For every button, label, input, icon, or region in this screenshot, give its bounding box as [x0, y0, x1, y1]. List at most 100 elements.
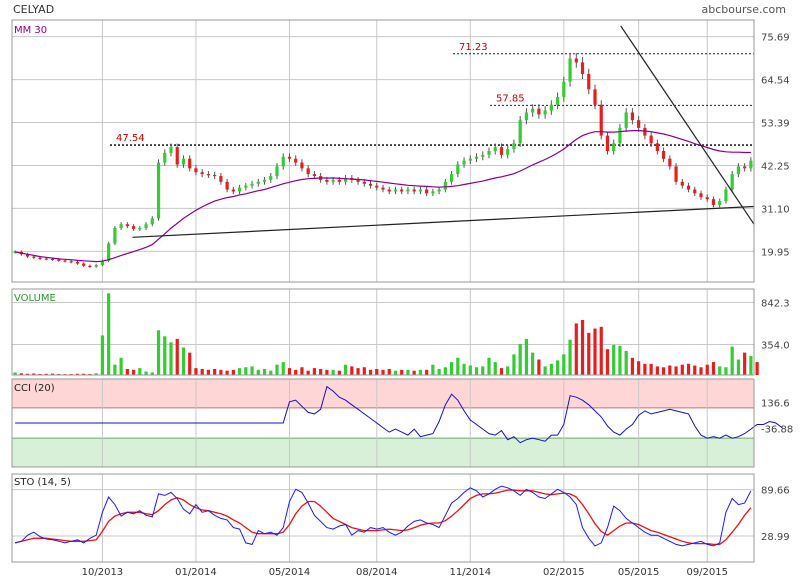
- price-tick-label: 64.54: [761, 76, 790, 87]
- candle-body: [88, 265, 92, 268]
- candle-body: [13, 251, 17, 254]
- candle-body: [468, 158, 472, 161]
- ticker-label: CELYAD: [13, 3, 54, 16]
- volume-bar: [337, 370, 341, 375]
- candle-body: [400, 189, 404, 192]
- candle-body: [724, 189, 728, 202]
- candle-body: [375, 185, 379, 188]
- candle-body: [125, 224, 129, 227]
- volume-bar: [50, 373, 55, 375]
- candle-body: [580, 62, 585, 74]
- candle-body: [231, 189, 235, 192]
- volume-bar: [350, 366, 354, 375]
- candle-body: [493, 147, 497, 151]
- candle-body: [393, 189, 398, 192]
- x-axis-label: 09/2015: [686, 567, 728, 578]
- x-axis-label: 08/2014: [356, 567, 398, 578]
- volume-bar: [499, 368, 504, 375]
- candle-body: [711, 199, 716, 205]
- volume-bar: [150, 372, 154, 375]
- candle-body: [100, 260, 105, 266]
- candle-body: [163, 152, 167, 163]
- volume-bar: [400, 369, 404, 375]
- volume-bar: [82, 373, 86, 375]
- volume-bar: [693, 365, 697, 375]
- candle-body: [418, 189, 423, 192]
- volume-bar: [13, 372, 17, 375]
- candle-body: [730, 174, 734, 190]
- volume-bar: [524, 338, 529, 375]
- volume-bar: [231, 369, 235, 375]
- candle-body: [200, 172, 204, 175]
- volume-bar: [593, 328, 597, 375]
- volume-bar: [94, 373, 98, 375]
- price-tick-label: 53.39: [761, 119, 790, 130]
- volume-bar: [387, 368, 391, 375]
- volume-bar: [743, 352, 747, 375]
- candle-body: [618, 127, 622, 144]
- volume-bar: [580, 319, 585, 375]
- candle-body: [181, 158, 186, 165]
- volume-bar: [107, 293, 111, 375]
- volume-bar: [456, 357, 460, 375]
- x-axis-label: 10/2013: [82, 567, 124, 578]
- volume-bar: [381, 369, 385, 375]
- candle-body: [63, 260, 67, 262]
- source-label: abcbourse.com: [702, 3, 786, 16]
- volume-bar: [674, 366, 678, 375]
- volume-bar: [269, 370, 273, 375]
- volume-bar: [749, 356, 753, 375]
- volume-bar: [755, 362, 759, 375]
- volume-bar: [181, 347, 186, 375]
- volume-bar: [38, 373, 42, 375]
- candle-body: [325, 179, 329, 182]
- volume-bar: [718, 366, 722, 375]
- candle-body: [743, 166, 747, 169]
- candle-body: [138, 228, 142, 230]
- volume-bar: [555, 360, 560, 375]
- candle-body: [219, 176, 223, 182]
- candle-body: [362, 181, 366, 184]
- volume-bar: [356, 368, 360, 375]
- candle-body: [306, 168, 310, 175]
- sto-label: STO (14, 5): [14, 477, 71, 488]
- x-axis-label: 05/2014: [269, 567, 311, 578]
- candle-body: [107, 243, 111, 261]
- candle-body: [562, 81, 566, 98]
- volume-bar: [637, 361, 641, 375]
- ma30-line: [14, 130, 751, 263]
- candle-body: [555, 97, 560, 105]
- volume-bar: [306, 370, 310, 375]
- volume-bar: [462, 363, 466, 375]
- candle-body: [512, 143, 516, 150]
- volume-bar: [331, 369, 335, 375]
- volume-bar: [630, 357, 635, 375]
- candle-body: [38, 257, 42, 259]
- candle-body: [294, 158, 298, 163]
- volume-bar: [512, 354, 516, 375]
- candle-body: [437, 189, 441, 192]
- candle-body: [674, 166, 678, 182]
- volume-bar: [294, 369, 298, 375]
- volume-label: VOLUME: [14, 293, 56, 304]
- candle-body: [82, 263, 86, 266]
- candle-body: [331, 179, 335, 182]
- volume-bar: [493, 362, 497, 375]
- volume-bar: [256, 369, 260, 375]
- candle-body: [655, 143, 659, 151]
- candle-body: [131, 226, 136, 229]
- volume-bar: [25, 373, 30, 375]
- volume-bar: [487, 357, 491, 375]
- candle-body: [605, 135, 610, 151]
- cci-tick-label: 136.6: [761, 398, 790, 409]
- volume-bar: [119, 357, 123, 375]
- volume-bar: [562, 354, 566, 375]
- volume-bar: [156, 330, 161, 375]
- volume-bar: [649, 363, 653, 375]
- candle-body: [57, 259, 61, 261]
- candle-body: [680, 181, 684, 186]
- candle-body: [574, 58, 578, 63]
- candle-body: [462, 160, 466, 165]
- volume-bar: [481, 366, 485, 375]
- candle-body: [456, 164, 460, 175]
